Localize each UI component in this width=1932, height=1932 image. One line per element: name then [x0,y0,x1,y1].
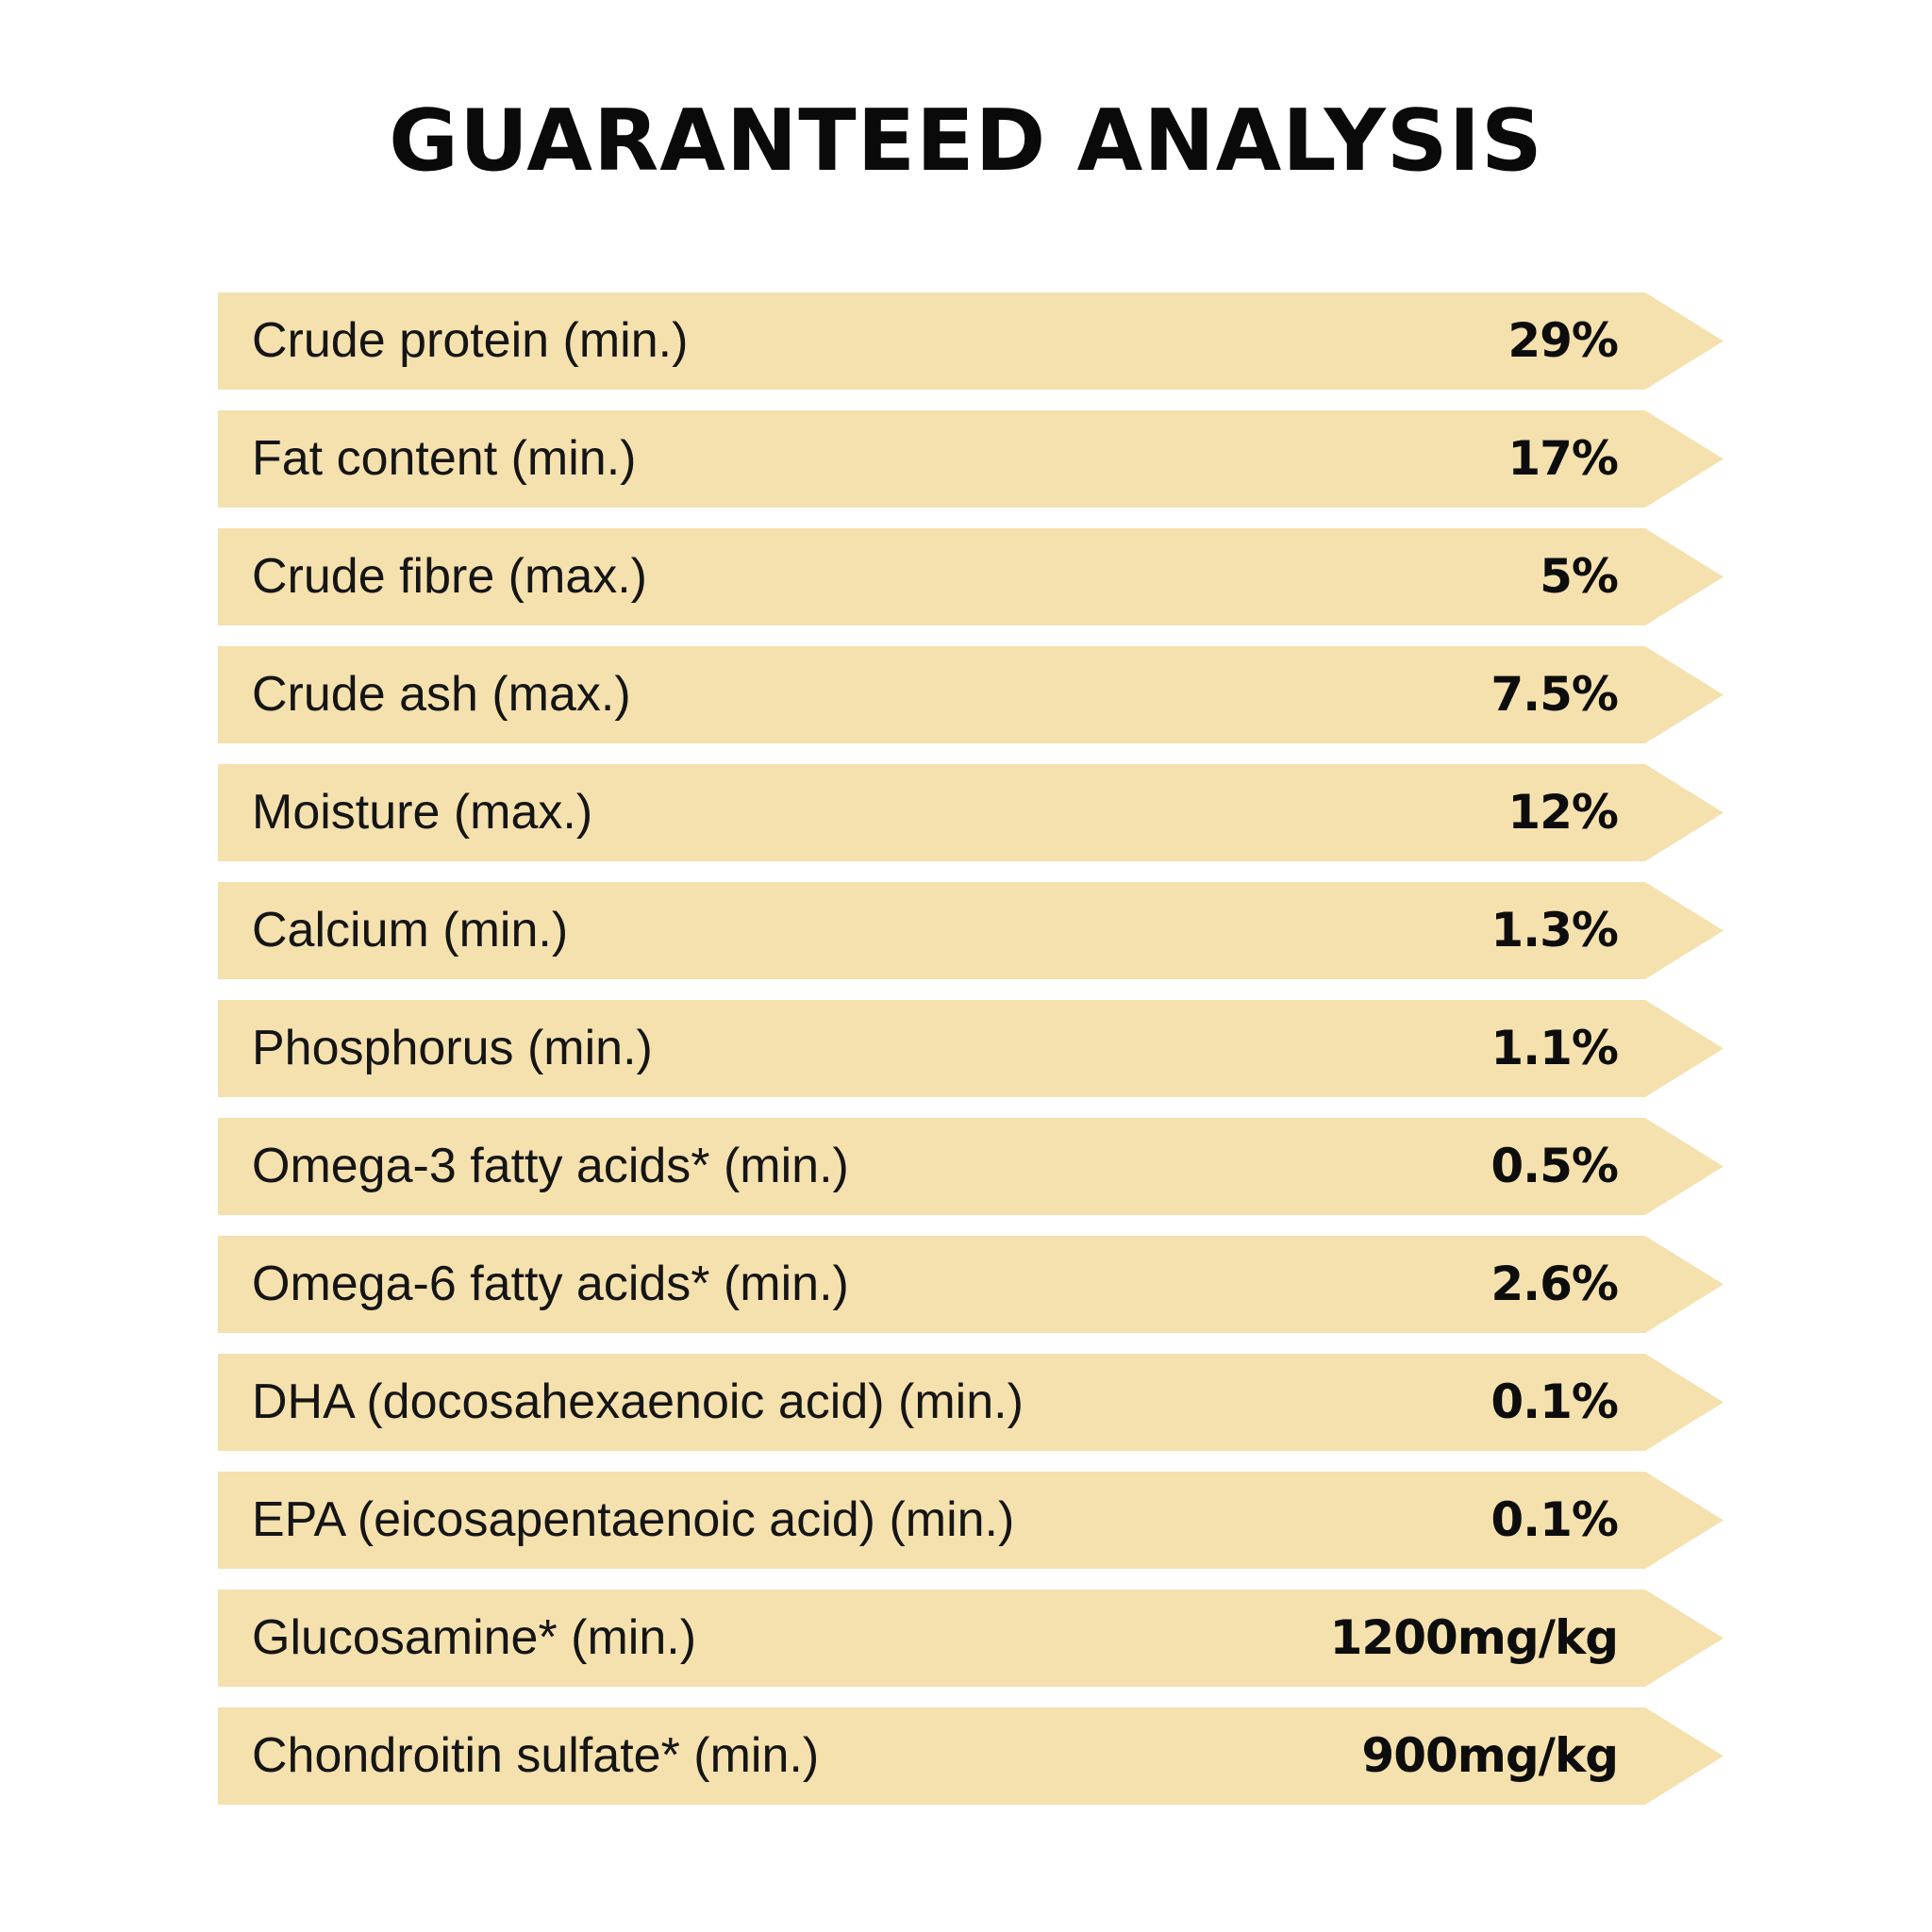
analysis-row-chondroitin: Chondroitin sulfate* (min.) 900mg/kg [218,1707,1724,1805]
row-label: Crude ash (max.) [252,667,631,722]
row-label: Fat content (min.) [252,431,637,486]
row-label: Moisture (max.) [252,785,593,840]
analysis-row-crude-fibre: Crude fibre (max.) 5% [218,528,1724,625]
row-value: 17% [1507,431,1619,486]
analysis-row-moisture: Moisture (max.) 12% [218,764,1724,861]
row-value: 7.5% [1491,667,1619,722]
row-label: Chondroitin sulfate* (min.) [252,1728,820,1783]
row-value: 0.1% [1491,1374,1619,1429]
analysis-row-crude-ash: Crude ash (max.) 7.5% [218,646,1724,743]
row-value: 900mg/kg [1361,1728,1619,1783]
row-label: Phosphorus (min.) [252,1021,653,1075]
row-label: DHA (docosahexaenoic acid) (min.) [252,1374,1024,1429]
analysis-row-omega-3: Omega-3 fatty acids* (min.) 0.5% [218,1118,1724,1215]
analysis-row-glucosamine: Glucosamine* (min.) 1200mg/kg [218,1590,1724,1687]
row-value: 2.6% [1491,1257,1619,1311]
analysis-row-dha: DHA (docosahexaenoic acid) (min.) 0.1% [218,1354,1724,1451]
row-label: Crude protein (min.) [252,313,689,368]
row-value: 1.1% [1491,1021,1619,1075]
row-value: 1200mg/kg [1329,1610,1619,1665]
row-label: Crude fibre (max.) [252,549,647,604]
row-value: 0.5% [1491,1139,1619,1193]
row-label: Omega-3 fatty acids* (min.) [252,1139,849,1193]
analysis-row-epa: EPA (eicosapentaenoic acid) (min.) 0.1% [218,1472,1724,1569]
analysis-row-crude-protein: Crude protein (min.) 29% [218,292,1724,390]
row-value: 29% [1507,313,1619,368]
row-label: EPA (eicosapentaenoic acid) (min.) [252,1492,1015,1547]
row-value: 12% [1507,785,1619,840]
analysis-list: Crude protein (min.) 29% Fat content (mi… [218,292,1724,1825]
analysis-row-omega-6: Omega-6 fatty acids* (min.) 2.6% [218,1236,1724,1333]
page-title: GUARANTEED ANALYSIS [389,92,1543,191]
analysis-row-phosphorus: Phosphorus (min.) 1.1% [218,1000,1724,1097]
analysis-row-fat-content: Fat content (min.) 17% [218,410,1724,508]
row-value: 0.1% [1491,1492,1619,1547]
row-value: 5% [1540,549,1619,604]
row-label: Glucosamine* (min.) [252,1610,697,1665]
row-label: Omega-6 fatty acids* (min.) [252,1257,849,1311]
row-value: 1.3% [1491,903,1619,958]
analysis-row-calcium: Calcium (min.) 1.3% [218,882,1724,979]
row-label: Calcium (min.) [252,903,569,958]
